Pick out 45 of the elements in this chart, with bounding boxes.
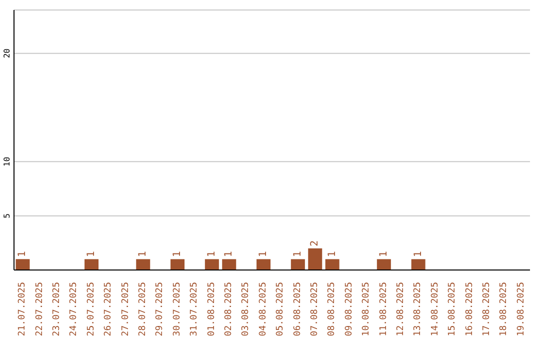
y-tick-label: 10	[2, 156, 12, 166]
x-tick-label: 19.08.2025	[516, 282, 526, 336]
x-tick-label: 26.07.2025	[104, 282, 114, 336]
data-label: 1	[224, 251, 235, 258]
x-tick-label: 27.07.2025	[120, 282, 131, 336]
x-tick-label: 15.08.2025	[448, 282, 458, 336]
x-tick-label: 17.08.2025	[482, 282, 492, 336]
data-label: 1	[138, 251, 149, 258]
x-tick-label: 30.07.2025	[172, 282, 182, 336]
x-tick-label: 05.08.2025	[276, 282, 286, 336]
x-tick-label: 18.08.2025	[499, 282, 510, 336]
x-tick-label: 03.08.2025	[241, 282, 252, 336]
x-tick-label: 14.08.2025	[430, 282, 440, 336]
x-tick-label: 25.07.2025	[86, 282, 96, 336]
x-tick-label: 31.07.2025	[190, 282, 200, 336]
x-tick-label: 04.08.2025	[258, 282, 268, 336]
x-tick-label: 21.07.2025	[18, 282, 28, 336]
y-tick-label: 20	[2, 48, 12, 58]
x-tick-label: 28.07.2025	[138, 282, 148, 336]
x-tick-label: 23.07.2025	[52, 282, 62, 336]
x-tick-label: 16.08.2025	[464, 282, 475, 336]
x-tick-label: 11.08.2025	[378, 282, 389, 336]
data-label: 1	[258, 251, 270, 258]
data-label: 1	[17, 251, 28, 258]
x-tick-label: 22.07.2025	[34, 282, 45, 336]
x-tick-label: 12.08.2025	[396, 282, 406, 336]
data-label: 1	[326, 251, 338, 258]
x-tick-label: 06.08.2025	[292, 282, 303, 336]
x-tick-label: 24.07.2025	[69, 282, 80, 336]
x-tick-label: 29.07.2025	[155, 282, 166, 336]
x-tick-label: 02.08.2025	[224, 282, 234, 336]
y-tick-label: 5	[2, 213, 12, 218]
x-tick-label: 13.08.2025	[413, 282, 424, 336]
x-tick-label: 08.08.2025	[327, 282, 338, 336]
data-label: 1	[378, 251, 390, 258]
data-label: 2	[310, 240, 321, 246]
x-tick-label: 09.08.2025	[344, 282, 354, 336]
x-tick-label: 07.08.2025	[310, 282, 320, 336]
x-tick-label: 01.08.2025	[206, 282, 217, 336]
x-tick-label: 10.08.2025	[362, 282, 372, 336]
data-label: 1	[206, 251, 218, 258]
data-label: 1	[86, 251, 98, 258]
data-label: 1	[292, 251, 304, 258]
data-label: 1	[172, 251, 184, 258]
data-label: 1	[412, 251, 424, 258]
